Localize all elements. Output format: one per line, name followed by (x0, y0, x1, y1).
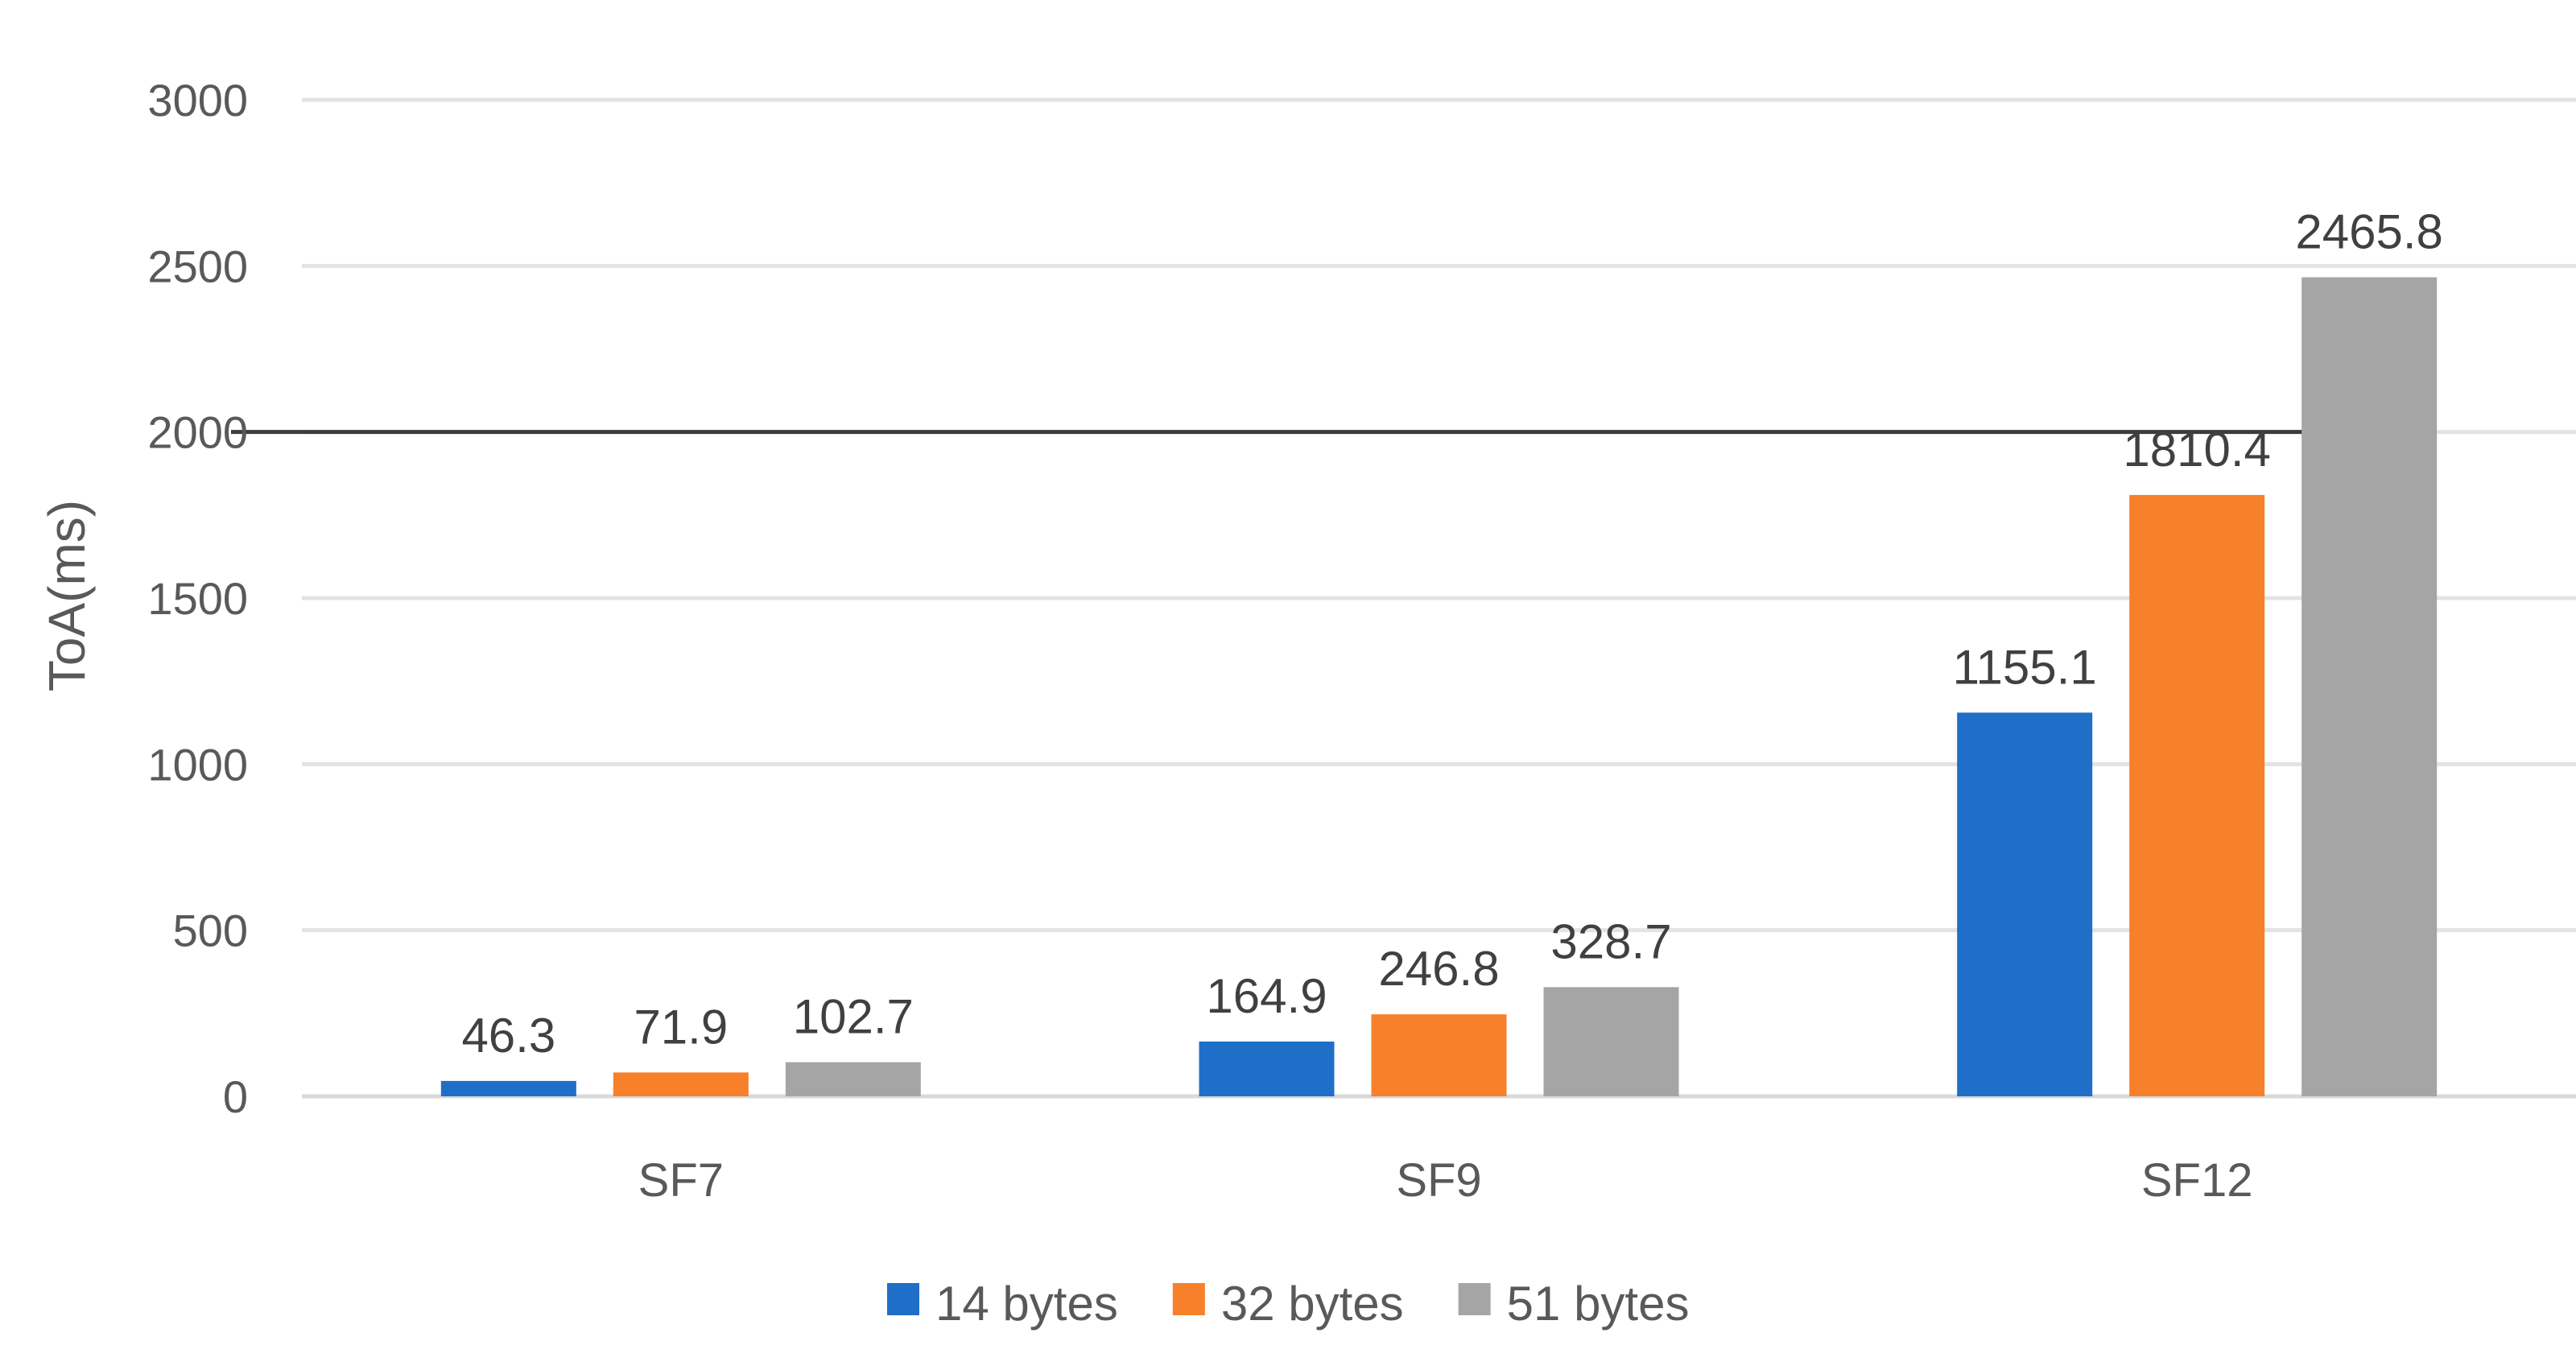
data-label: 102.7 (793, 990, 914, 1044)
data-label: 164.9 (1206, 969, 1327, 1023)
y-axis-ticks: 0 500 1000 1500 2000 2500 3000 (147, 75, 248, 1122)
bar (2301, 277, 2438, 1096)
y-tick-label: 3000 (147, 75, 248, 126)
bars (440, 277, 2438, 1096)
y-tick-label: 2000 (147, 407, 248, 458)
data-label: 2465.8 (2295, 204, 2443, 258)
data-label: 71.9 (634, 1000, 728, 1054)
legend-swatch (887, 1283, 919, 1315)
bar (1543, 987, 1679, 1096)
y-tick-label: 1500 (147, 573, 248, 624)
bar (613, 1072, 749, 1096)
legend-swatch (1458, 1283, 1491, 1315)
data-label: 46.3 (461, 1009, 555, 1063)
bar (785, 1062, 921, 1096)
legend-label: 51 bytes (1507, 1277, 1690, 1331)
x-tick-label: SF12 (2141, 1154, 2253, 1207)
data-label: 246.8 (1378, 942, 1499, 996)
bar (1199, 1041, 1335, 1096)
y-tick-label: 1000 (147, 739, 248, 790)
legend: 14 bytes 32 bytes 51 bytes (887, 1277, 1689, 1331)
bar (1957, 712, 2093, 1096)
data-label: 1155.1 (1953, 640, 2097, 694)
legend-label: 14 bytes (935, 1277, 1118, 1331)
y-tick-label: 2500 (147, 241, 248, 291)
bar (1371, 1014, 1507, 1096)
y-tick-label: 0 (223, 1071, 248, 1122)
data-label: 1810.4 (2123, 423, 2271, 477)
bar (440, 1080, 576, 1096)
legend-swatch (1172, 1283, 1205, 1315)
data-label: 328.7 (1550, 914, 1671, 968)
x-tick-label: SF9 (1396, 1154, 1481, 1207)
x-tick-label: SF7 (638, 1154, 724, 1207)
y-axis-label: ToA(ms) (38, 500, 96, 691)
legend-label: 32 bytes (1221, 1277, 1404, 1331)
y-tick-label: 500 (173, 906, 248, 956)
data-labels: 46.3 71.9 102.7 164.9 246.8 328.7 1155.1 1810.4… (461, 204, 2442, 1062)
x-axis-categories: SF7 SF9 SF12 (638, 1154, 2253, 1207)
bar (2129, 494, 2265, 1096)
